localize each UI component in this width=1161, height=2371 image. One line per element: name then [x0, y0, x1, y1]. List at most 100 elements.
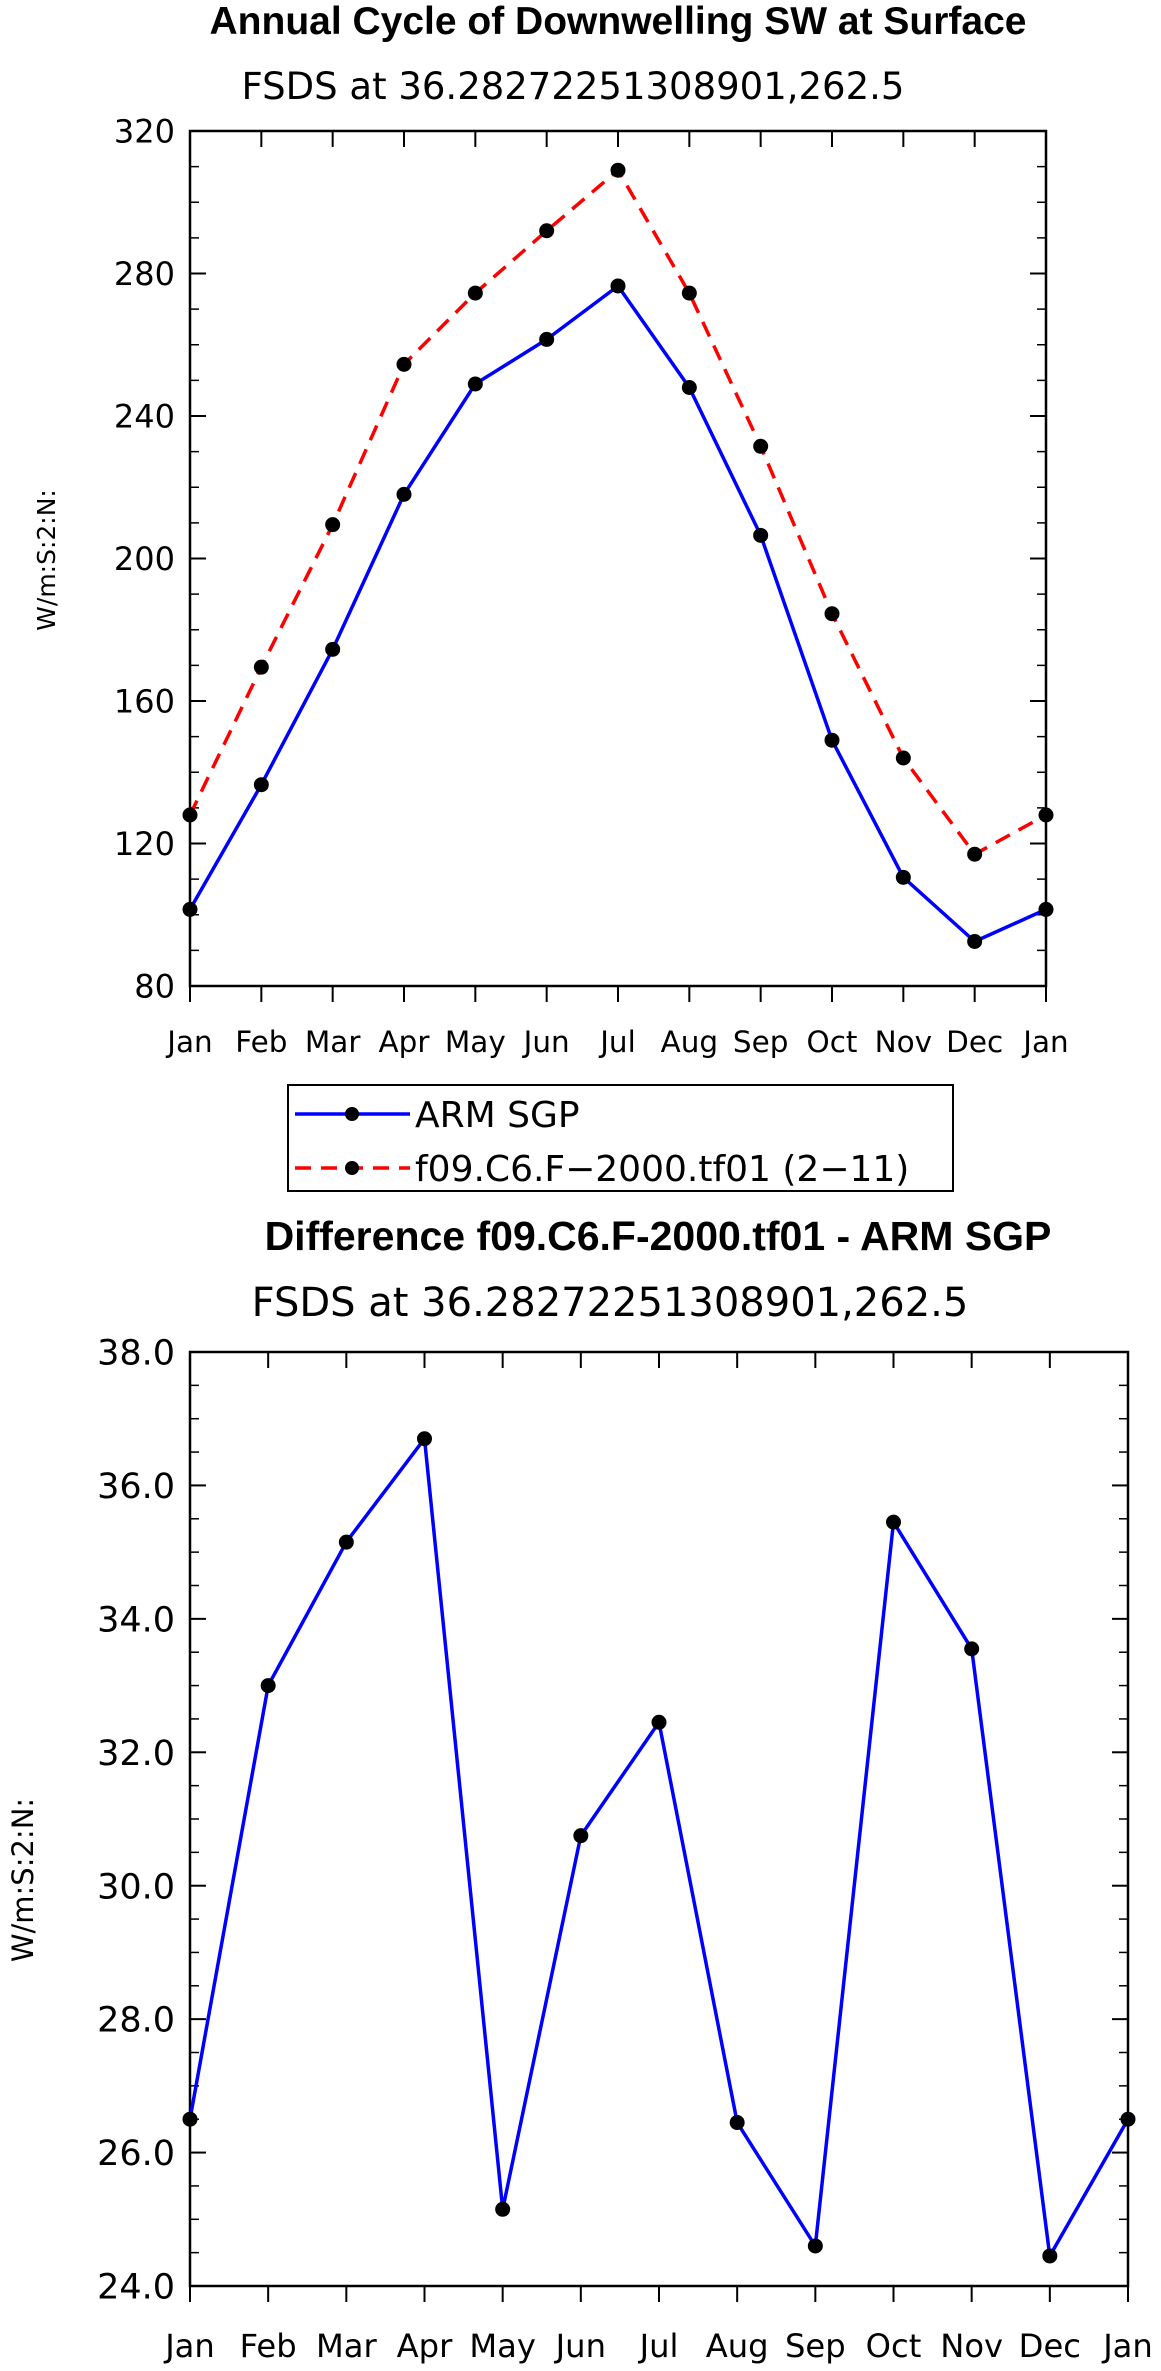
chart2-ytick-label: 38.0 [97, 1334, 175, 1374]
legend-entry-arm-sgp: ARM SGP [295, 1095, 580, 1136]
chart1-xtick-label: Jul [598, 1025, 636, 1059]
chart2-xtick-label: Apr [397, 2327, 453, 2365]
chart1-series-0-point [610, 278, 626, 294]
chart1-series-1-point [753, 438, 769, 454]
chart1-ytick-label: 240 [114, 398, 175, 436]
chart2-xtick-label: Sep [785, 2327, 846, 2365]
chart1-xtick-label: Jan [165, 1025, 212, 1059]
chart2-xtick-label: Mar [316, 2327, 377, 2365]
chart2-ytick-label: 26.0 [97, 2134, 175, 2174]
chart1-xtick-label: Aug [661, 1025, 718, 1059]
chart1-series-0-point [895, 869, 911, 885]
chart1-xtick-label: Nov [875, 1025, 932, 1059]
chart2-series-0-point [495, 2201, 511, 2217]
chart1-series-1-point [539, 223, 555, 239]
chart1-series-1-point [396, 356, 412, 372]
chart1-series-0-point [467, 376, 483, 392]
chart1-legend: ARM SGP f09.C6.F−2000.tf01 (2−11) [287, 1084, 954, 1192]
chart2-xtick-label: Jun [554, 2327, 606, 2365]
chart1-series-1-point [1038, 807, 1054, 823]
chart1-xtick-label: Jun [522, 1025, 570, 1059]
chart1-title: Annual Cycle of Downwelling SW at Surfac… [210, 0, 1027, 43]
chart1-series-1-point [325, 517, 341, 533]
chart1-series-0-point [681, 380, 697, 395]
chart2-xtick-label: Nov [940, 2327, 1003, 2365]
chart2-series-0-point [573, 1828, 589, 1844]
legend-label-f09: f09.C6.F−2000.tf01 (2−11) [415, 1149, 909, 1190]
chart1-series-0-point [1038, 901, 1054, 917]
chart1-series-0-point [325, 641, 341, 657]
chart1-series-1-point [182, 807, 198, 823]
chart-difference: Difference f09.C6.F-2000.tf01 - ARM SGP … [6, 1213, 1153, 2365]
chart1-ytick-label: 280 [114, 255, 175, 293]
chart2-title: Difference f09.C6.F-2000.tf01 - ARM SGP [265, 1213, 1052, 1259]
legend-marker-arm-sgp [345, 1107, 359, 1121]
chart2-ytick-label: 28.0 [97, 2001, 175, 2041]
chart1-xtick-label: Sep [733, 1025, 788, 1059]
chart1-y-axis-label: W/m:S:2:N: [32, 489, 61, 631]
chart1-series-1-point [467, 285, 483, 301]
chart1-xtick-label: May [445, 1025, 506, 1059]
chart1-series-0-point [396, 486, 412, 502]
chart1-series-1-point [610, 162, 626, 178]
chart1-xtick-label: Dec [946, 1025, 1003, 1059]
chart2-xtick-label: Jan [163, 2327, 215, 2365]
chart1-series-1-point [824, 606, 840, 622]
chart2-xtick-label: May [469, 2327, 536, 2365]
legend-label-arm-sgp: ARM SGP [415, 1095, 580, 1136]
legend-entry-f09: f09.C6.F−2000.tf01 (2−11) [295, 1149, 909, 1190]
chart2-series-0-point [651, 1714, 667, 1730]
chart2-series-0-point [807, 2238, 823, 2254]
chart1-series-1-point [967, 846, 983, 862]
chart2-series-0-point [964, 1641, 980, 1657]
chart1-xtick-label: Jan [1021, 1025, 1068, 1059]
chart1-series-0-point [753, 527, 769, 543]
chart1-series-1-point [895, 750, 911, 766]
legend-marker-f09 [345, 1161, 359, 1175]
chart1-ytick-label: 320 [114, 113, 175, 151]
chart2-xtick-label: Dec [1019, 2327, 1081, 2365]
chart2-y-axis-label: W/m:S:2:N: [6, 1798, 40, 1962]
chart2-series-0-line [188, 1436, 1130, 2258]
chart1-subtitle: FSDS at 36.28272251308901,262.5 [242, 65, 905, 108]
chart1-series-0-point [824, 732, 840, 748]
chart2-frame [188, 1350, 1130, 2288]
chart1-xtick-label: Oct [807, 1025, 858, 1059]
chart1-series-0-point [539, 331, 555, 347]
chart2-series-0-point [886, 1514, 901, 1530]
chart1-plot-area: 80 120 160 200 240 280 320 Jan Feb Mar Apr May Jun Ju… [114, 113, 1069, 1059]
chart2-subtitle: FSDS at 36.28272251308901,262.5 [252, 1280, 969, 1326]
chart2-series-0-point [729, 2115, 745, 2131]
chart2-series-0-point [1120, 2111, 1136, 2127]
chart2-xtick-label: Aug [706, 2327, 769, 2365]
chart2-ytick-label: 30.0 [97, 1867, 175, 1907]
chart1-ytick-label: 200 [114, 540, 175, 578]
chart1-xtick-label: Apr [379, 1025, 431, 1059]
chart2-series-0-point [260, 1678, 276, 1694]
chart1-series-0-point [182, 901, 198, 917]
chart2-plot-area: 24.0 26.0 28.0 30.0 32.0 34.0 36.0 38.0 Jan Feb Ma… [97, 1334, 1153, 2365]
chart2-xtick-label: Jan [1101, 2327, 1153, 2365]
chart2-series-0-point [182, 2111, 198, 2127]
chart1-xtick-label: Mar [305, 1025, 361, 1059]
chart2-ytick-label: 36.0 [97, 1467, 175, 1507]
chart2-ytick-label: 34.0 [97, 1600, 175, 1640]
chart2-ytick-label: 32.0 [97, 1734, 175, 1774]
chart2-xtick-label: Jul [638, 2327, 679, 2365]
chart2-series-0-point [1042, 2248, 1058, 2264]
chart2-series-0-point [417, 1431, 432, 1447]
chart1-frame [188, 129, 1048, 988]
chart2-xtick-label: Feb [240, 2327, 297, 2365]
chart1-ytick-label: 160 [114, 683, 175, 721]
chart2-ytick-label: 24.0 [97, 2268, 175, 2308]
chart1-xtick-label: Feb [235, 1025, 287, 1059]
chart1-series-1-line [188, 168, 1047, 856]
chart-annual-cycle: Annual Cycle of Downwelling SW at Surfac… [32, 0, 1069, 1059]
chart1-series-1-point [681, 285, 697, 301]
chart1-series-0-point [253, 777, 269, 793]
legend-box [287, 1084, 954, 1192]
chart1-series-0-line [188, 284, 1047, 944]
chart1-series-1-point [253, 659, 269, 675]
chart1-series-0-point [967, 933, 983, 949]
chart1-ytick-label: 80 [134, 968, 175, 1006]
